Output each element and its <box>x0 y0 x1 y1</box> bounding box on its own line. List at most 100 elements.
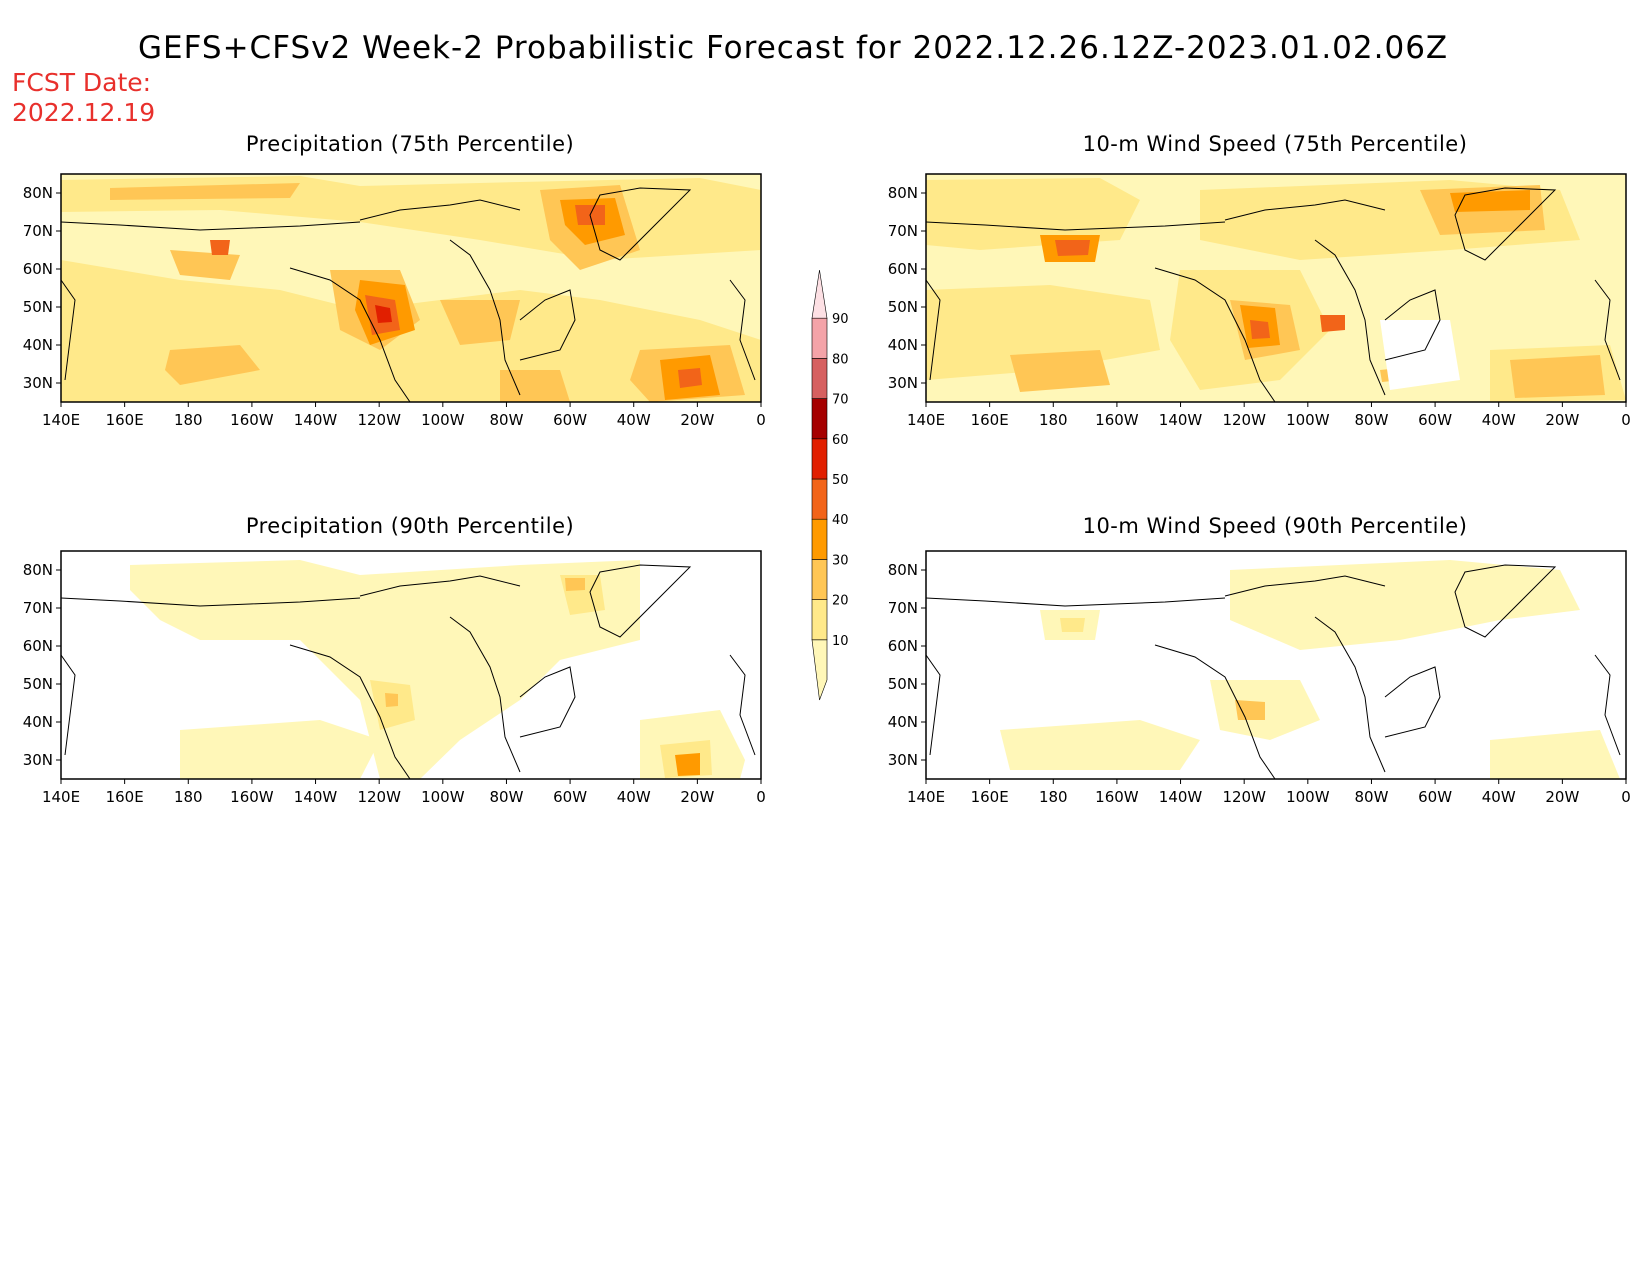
x-tick-label-wind-90: 80W <box>1354 788 1388 806</box>
fcst-date-label: FCST Date: <box>12 68 152 97</box>
colorbar-level-label: 40 <box>832 513 849 528</box>
x-tick-label-wind-75: 120W <box>1222 411 1266 429</box>
x-tick-label-precip-75: 0 <box>756 411 766 429</box>
colorbar-level-label: 30 <box>832 553 849 568</box>
x-tick-label-wind-75: 80W <box>1354 411 1388 429</box>
y-tick-label-precip-90: 50N <box>23 675 53 693</box>
y-tick-label-wind-90: 30N <box>888 751 918 769</box>
wind-75-coastlines <box>926 187 1621 402</box>
y-tick-label-precip-75: 60N <box>23 260 53 278</box>
y-tick-label-wind-75: 40N <box>888 336 918 354</box>
y-tick-label-precip-90: 40N <box>23 713 53 731</box>
x-tick-label-wind-90: 180 <box>1039 788 1068 806</box>
y-tick-label-wind-90: 60N <box>888 637 918 655</box>
x-tick-label-precip-90: 20W <box>680 788 714 806</box>
wind-90-shading <box>926 551 1626 779</box>
precip-75-shading <box>61 174 761 402</box>
x-tick-label-wind-75: 180 <box>1039 411 1068 429</box>
x-tick-label-wind-75: 40W <box>1482 411 1516 429</box>
panel-title-precip-75: Precipitation (75th Percentile) <box>245 132 575 156</box>
y-tick-label-precip-75: 30N <box>23 374 53 392</box>
x-tick-label-wind-75: 160W <box>1095 411 1139 429</box>
colorbar-bin <box>811 438 828 480</box>
x-tick-label-precip-90: 100W <box>421 788 465 806</box>
precip-90-coastlines <box>61 564 756 779</box>
colorbar-level-label: 90 <box>832 312 849 327</box>
colorbar-level-label: 20 <box>832 594 849 609</box>
colorbar-bin <box>811 269 828 319</box>
x-tick-label-precip-75: 160W <box>230 411 274 429</box>
y-tick-label-precip-90: 60N <box>23 637 53 655</box>
x-tick-label-precip-90: 120W <box>357 788 401 806</box>
x-tick-label-wind-90: 100W <box>1286 788 1330 806</box>
x-tick-label-precip-75: 40W <box>617 411 651 429</box>
x-tick-label-precip-90: 60W <box>553 788 587 806</box>
x-tick-label-precip-90: 160E <box>106 788 144 806</box>
colorbar-bin <box>811 518 828 560</box>
x-tick-label-wind-90: 40W <box>1482 788 1516 806</box>
colorbar-bin <box>811 559 828 600</box>
panel-title-precip-90: Precipitation (90th Percentile) <box>245 514 575 538</box>
x-tick-label-precip-75: 60W <box>553 411 587 429</box>
x-tick-label-precip-75: 80W <box>489 411 523 429</box>
y-tick-label-precip-75: 50N <box>23 298 53 316</box>
y-tick-label-wind-75: 80N <box>888 184 918 202</box>
x-tick-label-wind-90: 0 <box>1621 788 1631 806</box>
wind-90-coastlines <box>926 564 1621 779</box>
panel-title-wind-75: 10-m Wind Speed (75th Percentile) <box>1082 132 1468 156</box>
x-tick-label-wind-75: 140W <box>1159 411 1203 429</box>
precip-90-shading <box>61 551 761 779</box>
y-tick-label-precip-75: 80N <box>23 184 53 202</box>
x-tick-label-precip-75: 160E <box>106 411 144 429</box>
x-tick-label-precip-90: 0 <box>756 788 766 806</box>
wind-75-shading <box>926 174 1626 402</box>
x-tick-label-wind-75: 20W <box>1545 411 1579 429</box>
x-tick-label-precip-90: 140E <box>42 788 80 806</box>
x-tick-label-wind-75: 100W <box>1286 411 1330 429</box>
colorbar-bin <box>811 478 828 520</box>
y-tick-label-wind-90: 80N <box>888 561 918 579</box>
y-tick-label-wind-90: 70N <box>888 599 918 617</box>
y-tick-label-precip-75: 40N <box>23 336 53 354</box>
x-tick-label-precip-75: 120W <box>357 411 401 429</box>
y-tick-label-wind-75: 30N <box>888 374 918 392</box>
y-tick-label-wind-75: 70N <box>888 222 918 240</box>
x-tick-label-wind-90: 120W <box>1222 788 1266 806</box>
colorbar-bin <box>811 358 828 399</box>
x-tick-label-wind-75: 160E <box>971 411 1009 429</box>
precip-75-coastlines <box>61 187 756 402</box>
x-tick-label-wind-90: 160E <box>971 788 1009 806</box>
colorbar-level-label: 50 <box>832 473 849 488</box>
x-tick-label-wind-90: 140E <box>907 788 945 806</box>
colorbar-level-label: 10 <box>832 634 849 649</box>
x-tick-label-precip-75: 140E <box>42 411 80 429</box>
x-tick-label-wind-90: 60W <box>1418 788 1452 806</box>
x-tick-label-wind-90: 20W <box>1545 788 1579 806</box>
fcst-date-value: 2022.12.19 <box>12 98 156 127</box>
colorbar-bin <box>811 639 828 701</box>
y-tick-label-precip-90: 30N <box>23 751 53 769</box>
colorbar-bin <box>811 317 828 359</box>
y-tick-label-precip-90: 80N <box>23 561 53 579</box>
y-tick-label-wind-75: 60N <box>888 260 918 278</box>
x-tick-label-wind-75: 60W <box>1418 411 1452 429</box>
colorbar-level-label: 60 <box>832 433 849 448</box>
x-tick-label-wind-90: 160W <box>1095 788 1139 806</box>
x-tick-label-wind-75: 140E <box>907 411 945 429</box>
x-tick-label-precip-75: 180 <box>174 411 203 429</box>
x-tick-label-precip-90: 140W <box>294 788 338 806</box>
x-tick-label-precip-90: 160W <box>230 788 274 806</box>
x-tick-label-precip-75: 20W <box>680 411 714 429</box>
y-tick-label-precip-75: 70N <box>23 222 53 240</box>
y-tick-label-wind-75: 50N <box>888 298 918 316</box>
x-tick-label-precip-90: 180 <box>174 788 203 806</box>
x-tick-label-precip-90: 80W <box>489 788 523 806</box>
x-tick-label-precip-75: 140W <box>294 411 338 429</box>
x-tick-label-precip-75: 100W <box>421 411 465 429</box>
x-tick-label-wind-75: 0 <box>1621 411 1631 429</box>
